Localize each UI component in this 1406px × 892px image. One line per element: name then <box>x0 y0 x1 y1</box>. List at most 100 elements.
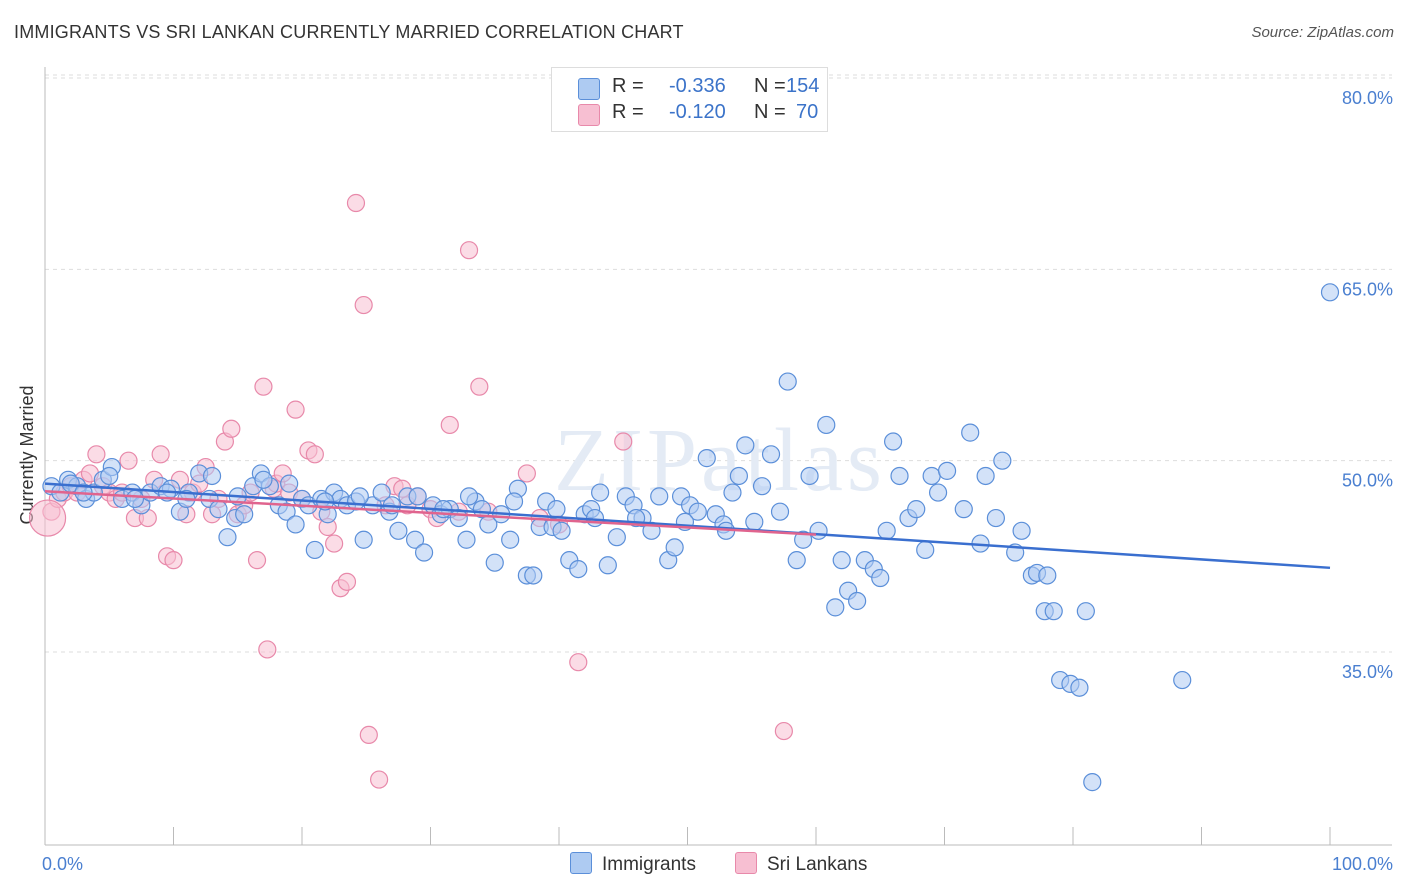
immigrants-point <box>286 515 305 534</box>
immigrants-point <box>459 487 479 506</box>
sri-lankans-swatch <box>578 104 600 126</box>
sri-lankans-point <box>119 451 138 470</box>
immigrants-point <box>202 466 222 486</box>
sri-lankans-point <box>359 725 378 745</box>
immigrants-point <box>848 591 867 611</box>
legend-label-sri-lankans: Sri Lankans <box>767 854 868 875</box>
sri-lankans-point <box>164 551 183 570</box>
immigrants-point <box>1044 602 1063 621</box>
sri-lankans-point <box>258 640 277 659</box>
sri-lankans-point <box>305 445 324 464</box>
immigrants-point <box>877 521 896 540</box>
immigrants-point <box>598 556 617 575</box>
sri-lankans-point <box>370 770 389 789</box>
legend-item-sri-lankans[interactable]: Sri Lankans <box>735 852 867 876</box>
y-tick-label: 50.0% <box>1342 471 1393 491</box>
immigrants-point <box>501 530 520 549</box>
source-label: Source: ZipAtlas.com <box>1251 24 1394 41</box>
legend-item-immigrants[interactable]: Immigrants <box>570 852 696 876</box>
immigrants-point <box>922 466 941 486</box>
sri-lankans-point <box>222 419 241 438</box>
n-value: 154 <box>786 75 820 97</box>
immigrants-point <box>1083 773 1102 792</box>
sri-lankans-point <box>151 445 170 464</box>
immigrants-point <box>1038 566 1057 585</box>
immigrants-point <box>650 487 669 506</box>
immigrants-point <box>305 540 324 560</box>
immigrants-point <box>697 449 716 468</box>
x-tick-label: 0.0% <box>42 854 83 874</box>
sri-lankans-point <box>247 551 267 570</box>
immigrants-point <box>591 483 610 502</box>
trend-lines <box>44 482 1331 570</box>
immigrants-point <box>761 445 781 464</box>
sri-lankans-point <box>254 377 273 396</box>
immigrants-swatch <box>578 78 600 100</box>
sri-lankans-point <box>346 193 366 213</box>
immigrants-point <box>1070 678 1089 697</box>
r-label: R = <box>612 75 644 97</box>
sri-lankans-point <box>569 653 588 672</box>
immigrants-point <box>745 512 764 531</box>
immigrants-point <box>770 502 790 521</box>
sri-lankans-point <box>517 464 536 483</box>
y-tick-label: 35.0% <box>1342 662 1393 682</box>
immigrants-swatch <box>570 852 592 874</box>
x-tick-labels: 0.0% 100.0% <box>42 854 1393 874</box>
immigrants-point <box>277 502 296 521</box>
y-tick-label: 65.0% <box>1342 279 1393 299</box>
legend-label-immigrants: Immigrants <box>602 854 696 875</box>
sri-lankans-point <box>459 241 479 260</box>
immigrants-point <box>993 451 1012 470</box>
sri-lankans-point <box>28 499 67 537</box>
immigrants-point <box>414 543 434 562</box>
immigrants-point <box>986 508 1006 528</box>
immigrants-point <box>736 436 755 455</box>
sri-lankans-point <box>614 432 633 451</box>
immigrants-point <box>961 423 980 442</box>
immigrants-point <box>809 521 828 540</box>
y-tick-labels: 35.0% 50.0% 65.0% 80.0% <box>1342 88 1393 682</box>
immigrants-point <box>218 528 237 547</box>
immigrants-point <box>524 566 543 585</box>
immigrants-trend-line <box>44 482 1331 570</box>
immigrants-point <box>569 559 588 579</box>
immigrants-point <box>1320 283 1340 302</box>
immigrants-point <box>485 553 504 572</box>
immigrants-point <box>688 502 707 521</box>
sri-lankans-point <box>337 572 357 591</box>
immigrants-point <box>1012 521 1031 540</box>
immigrants-point <box>354 530 373 549</box>
n-label: N = <box>754 75 786 97</box>
immigrants-point <box>607 528 626 547</box>
immigrants-point <box>504 492 524 511</box>
series-immigrants <box>42 283 1340 792</box>
n-label: N = <box>754 101 786 123</box>
immigrants-point <box>552 521 571 540</box>
immigrants-point <box>547 500 566 519</box>
immigrants-point <box>937 461 957 480</box>
immigrants-point <box>280 474 299 493</box>
immigrants-point <box>729 466 749 486</box>
sri-lankans-trend-line <box>44 490 817 536</box>
n-value: 70 <box>796 101 819 123</box>
immigrants-point <box>871 568 890 588</box>
immigrants-point <box>100 466 119 486</box>
immigrants-point <box>890 466 909 486</box>
immigrants-point <box>723 483 742 502</box>
immigrants-point <box>752 477 772 496</box>
immigrants-point <box>665 538 684 557</box>
immigrants-point <box>408 487 427 506</box>
immigrants-point <box>907 500 926 519</box>
immigrants-point <box>832 551 851 570</box>
y-axis-title: Currently Married <box>17 385 37 524</box>
sri-lankans-point <box>286 400 305 419</box>
immigrants-point <box>787 551 806 570</box>
sri-lankans-point <box>440 415 459 435</box>
sri-lankans-swatch <box>735 852 757 874</box>
r-label: R = <box>612 101 644 123</box>
immigrants-point <box>916 540 935 560</box>
immigrants-point <box>457 530 476 549</box>
sri-lankans-point <box>325 534 344 553</box>
